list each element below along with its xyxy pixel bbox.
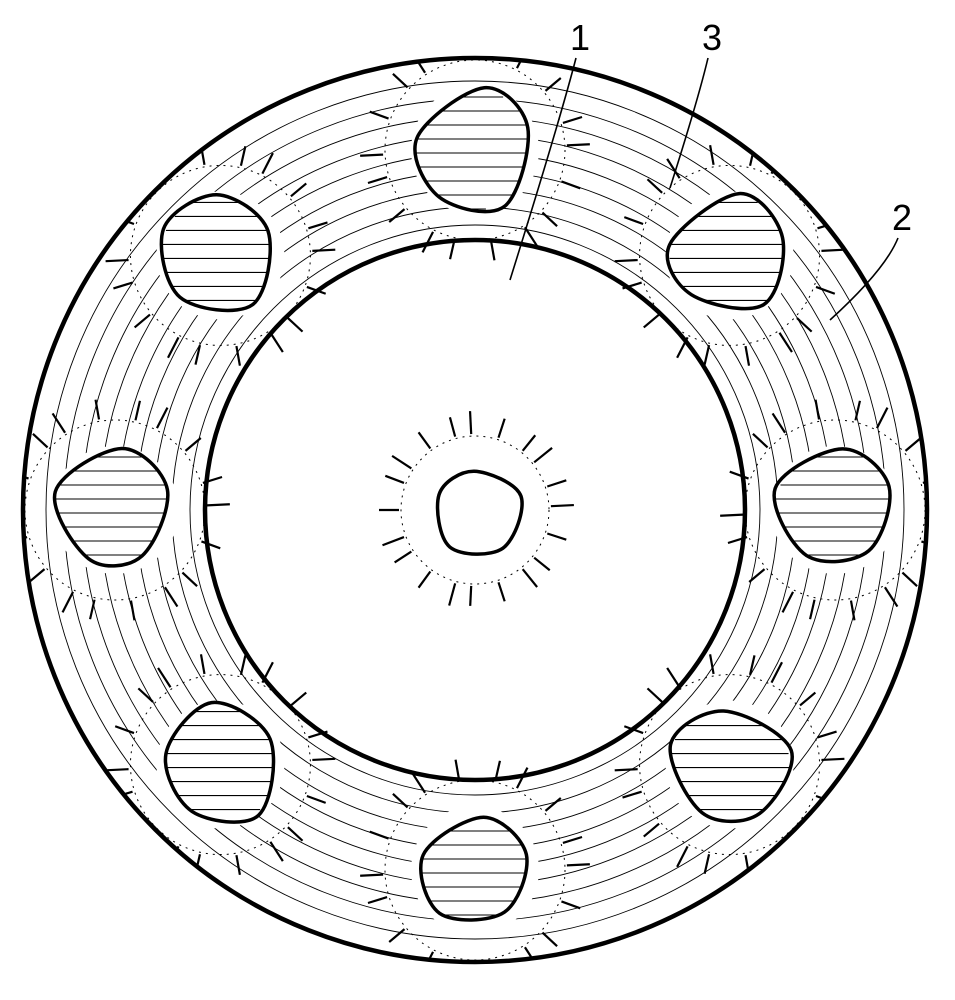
- callout-label: 1: [570, 17, 590, 58]
- callout-label: 2: [892, 197, 912, 238]
- callout-label: 3: [702, 17, 722, 58]
- callout: 2: [830, 197, 912, 320]
- center-feature: [379, 411, 574, 606]
- engineering-cross-section-diagram: 1 3 2: [0, 0, 955, 1000]
